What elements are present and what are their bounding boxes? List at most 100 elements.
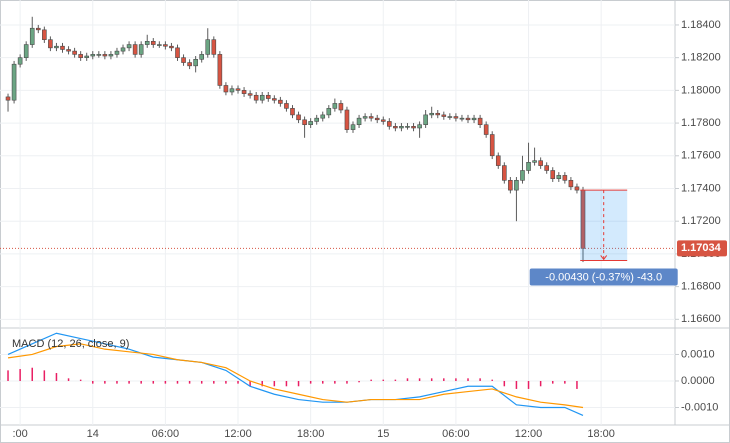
histogram-bar [382,379,385,381]
y-tick-label: 1.18400 [681,19,721,31]
candle-body [314,117,319,122]
candle-body [489,134,495,157]
histogram-bar [430,378,433,381]
candle-body [532,160,537,163]
candle-body [417,124,422,129]
grid [0,0,675,425]
candle-body [380,119,386,122]
histogram-bar [188,380,191,384]
candle-body [175,47,180,58]
candle-body [453,116,459,119]
histogram-bar [140,380,142,384]
candle-body [102,54,108,57]
histogram-bar [152,380,155,384]
candle-body [253,94,259,101]
candle-body [29,27,35,45]
candle-body [72,50,77,55]
candle-body [205,39,211,55]
candle-body [272,98,277,101]
candle-body [163,44,168,47]
candle-body [144,41,150,45]
candle-body [374,117,380,121]
candle-body [399,126,404,129]
histogram-bar [479,378,481,381]
x-tick-label: 12:00 [515,428,543,440]
candle-body [84,55,90,58]
last-price-label: 1.17034 [681,242,722,254]
histogram-bar [164,380,167,384]
histogram-bar [249,380,251,387]
candle-body [78,54,83,58]
candle-body [42,29,47,40]
candle-body [108,54,114,57]
measure-arrow-head [600,255,608,261]
candle-body [387,121,392,127]
candle-body [574,186,580,191]
candle-body [132,44,138,55]
histogram-bar [491,379,493,381]
x-tick-label: 12:00 [224,428,252,440]
y-tick-label: -0.0010 [681,401,718,413]
x-tick-label: 18:00 [587,428,615,440]
x-tick-label: 15 [377,428,389,440]
histogram-bar [92,380,94,384]
macd-title: MACD (12, 26, close, 9) [12,338,129,350]
last-price-box [677,240,727,257]
histogram-bar [309,380,312,384]
candle-body [235,88,241,91]
histogram-bar [225,380,227,384]
candle-body [332,103,338,109]
y-tick-label: 1.17600 [681,150,721,162]
candle-body [477,117,483,126]
candle-body [35,27,41,31]
candle-body [278,99,283,104]
histogram-bar [443,378,445,381]
candle-body [508,180,513,191]
candle-body [338,103,344,111]
candle-body [229,88,235,93]
candle-body [217,54,223,86]
candle-body [544,165,549,171]
y-tick-label: 1.18000 [681,84,721,96]
y-tick-label: 1.17200 [681,215,721,227]
y-tick-label: 1.17800 [681,117,721,129]
histogram-bar [261,380,263,387]
candle-body [48,39,53,49]
candle-body [114,50,120,55]
candle-body [308,121,313,126]
candle-body [223,85,229,93]
histogram-bar [394,379,397,381]
candle-body [150,41,156,45]
candle-body [241,90,247,94]
candle-body [199,54,205,60]
histogram-bar [213,380,215,384]
histogram-bar [31,367,33,381]
candle-body [60,45,65,50]
y-tick-label: 1.16800 [681,281,721,293]
candle-body [520,170,525,181]
histogram-bar [418,378,421,381]
candle-body [302,119,307,126]
x-tick-label: 06:00 [442,428,470,440]
histogram-bar [539,380,542,387]
candle-body [411,126,416,129]
histogram-bar [128,380,130,384]
candle-body [126,44,132,49]
y-tick-label: 1.16600 [681,313,721,325]
candle-body [138,44,144,55]
candle-body [259,94,265,101]
x-tick-label: :00 [12,428,27,440]
candle-body [211,39,217,55]
candle-body [96,54,102,56]
x-tick-label: 18:00 [297,428,325,440]
candle-body [296,114,301,121]
macd-line [7,343,584,409]
candle-body [538,160,543,166]
macd-line [7,332,584,417]
candle-body [356,117,362,126]
histogram-bar [43,370,46,381]
y-tick-label: 0.0010 [681,348,715,360]
histogram-bar [455,378,457,381]
candle-body [66,49,71,52]
